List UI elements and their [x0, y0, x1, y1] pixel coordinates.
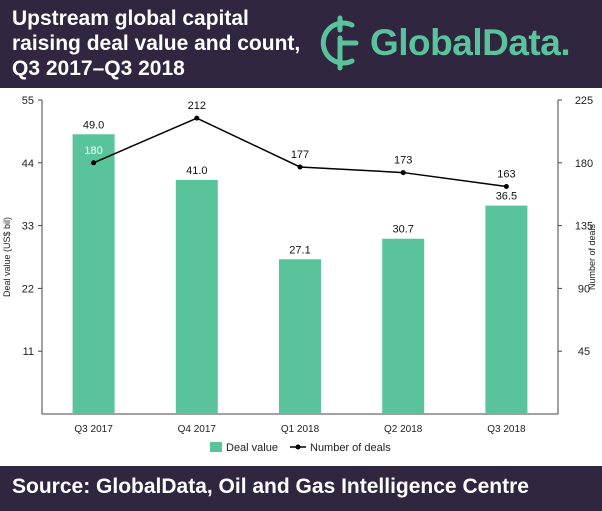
- y-tick-label: 55: [22, 95, 34, 107]
- line-point: [297, 164, 303, 170]
- x-tick-label: Q2 2018: [384, 424, 423, 435]
- line-point: [503, 184, 509, 190]
- line-point: [400, 170, 406, 176]
- title-line-3: Q3 2017–Q3 2018: [12, 57, 185, 80]
- x-tick-label: Q3 2017: [74, 424, 113, 435]
- x-tick-label: Q3 2018: [487, 424, 526, 435]
- y2-tick-label: 90: [578, 283, 590, 295]
- header: Upstream global capital raising deal val…: [0, 0, 602, 88]
- bar-data-label: 36.5: [496, 191, 517, 203]
- y-tick-label: 44: [22, 158, 34, 170]
- chart-title: Upstream global capital raising deal val…: [12, 6, 312, 81]
- bar-deal-value: [175, 179, 218, 414]
- legend-marker-number-of-deals: [295, 444, 301, 450]
- bar-deal-value: [485, 205, 528, 414]
- y2-tick-label: 45: [578, 346, 590, 358]
- y2-tick-label: 180: [575, 158, 593, 170]
- y-axis-title: Deal value (US$ bil): [2, 217, 12, 297]
- y2-tick-label: 225: [575, 95, 593, 107]
- title-line-2: raising deal value and count,: [12, 32, 301, 55]
- line-point: [194, 115, 200, 121]
- title-line-1: Upstream global capital: [12, 7, 249, 30]
- line-data-label: 173: [394, 155, 412, 167]
- bar-data-label: 30.7: [392, 224, 413, 236]
- source-note: Source: GlobalData, Oil and Gas Intellig…: [12, 475, 529, 498]
- y-tick-label: 22: [22, 283, 34, 295]
- legend-swatch-deal-value: [210, 442, 222, 452]
- logo-text: GlobalData.: [370, 22, 571, 63]
- combo-chart: 11 22 33 44 55 45 90 135 180 225 Deal value (US$ b…: [2, 95, 597, 454]
- globaldata-logo: GlobalData.: [312, 12, 597, 74]
- line-data-label: 163: [497, 169, 515, 181]
- footer: Source: GlobalData, Oil and Gas Intellig…: [0, 466, 602, 511]
- line-data-label: 177: [291, 149, 309, 161]
- y2-axis-title: Number of deals: [587, 223, 597, 290]
- bar-deal-value: [72, 134, 115, 414]
- y-tick-label: 33: [22, 221, 34, 233]
- y2-tick-label: 135: [575, 221, 593, 233]
- line-data-label: 212: [188, 100, 206, 112]
- bar-deal-value: [382, 238, 425, 414]
- bar-deal-value: [279, 259, 321, 414]
- bar-data-label: 27.1: [289, 244, 310, 256]
- line-point: [91, 160, 97, 166]
- legend-label-deal-value: Deal value: [226, 442, 278, 454]
- y-tick-label: 11: [23, 346, 34, 358]
- line-data-label: 180: [84, 145, 102, 157]
- bar-data-label: 41.0: [186, 165, 207, 177]
- chart-area: 11 22 33 44 55 45 90 135 180 225 Deal value (US$ b…: [0, 88, 602, 466]
- legend-label-number-of-deals: Number of deals: [310, 442, 391, 454]
- x-tick-label: Q4 2017: [178, 424, 217, 435]
- x-tick-label: Q1 2018: [281, 424, 320, 435]
- globaldata-logo-icon: [320, 15, 359, 71]
- bar-data-label: 49.0: [83, 119, 104, 131]
